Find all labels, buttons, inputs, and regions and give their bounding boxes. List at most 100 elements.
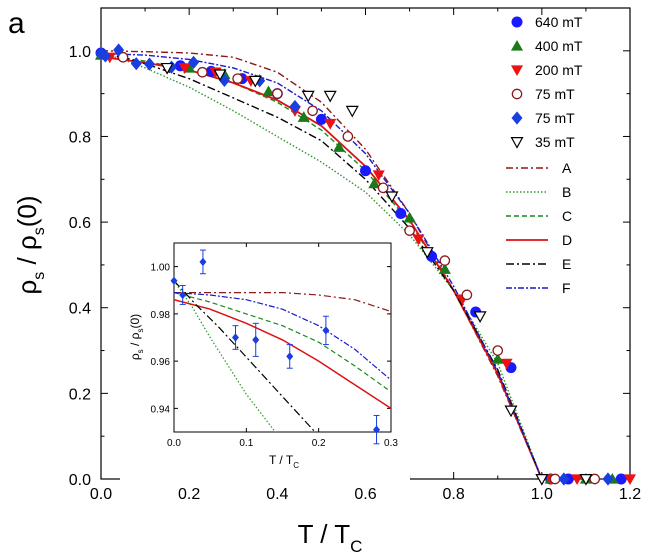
inset-y-axis-label: ρs / ρs(0) [128, 314, 145, 360]
legend-label-model-d: D [562, 232, 572, 248]
main-point-400-mt-triangle-up [438, 263, 451, 274]
x-axis-label: T / TC [298, 519, 363, 556]
inset-point-75-mt-diamond [286, 352, 294, 361]
main-point-35-mt-open-triangle-down [385, 191, 399, 204]
legend-label-400-mt: 400 mT [535, 38, 583, 54]
main-point-75-mt-diamond [143, 57, 155, 71]
main-point-35-mt-open-triangle-down [420, 247, 434, 259]
main-point-75-mt-diamond [188, 55, 200, 69]
main-x-tick-label: 0.6 [354, 486, 376, 503]
y-axis-label-rho: ρ [12, 280, 42, 295]
main-x-tick-label: 0.8 [443, 486, 465, 503]
inset-y-axis-label-end: (0) [128, 314, 142, 329]
inset-y-tick-label: 0.96 [151, 357, 171, 368]
main-point-200-mt-triangle-down [372, 170, 385, 182]
main-y-tick-label: 0.2 [69, 386, 91, 403]
main-point-35-mt-open-triangle-down [248, 75, 262, 88]
main-point-640-mt-circle [360, 165, 371, 177]
main-model-curve-e [100, 52, 543, 480]
inset-x-tick-label: 0.0 [167, 438, 181, 449]
inset-model-curve-f [174, 292, 391, 381]
main-point-35-mt-open-triangle-down [323, 90, 337, 103]
inset-plot-frame [173, 242, 392, 433]
main-y-tick-label: 0.6 [69, 215, 91, 232]
main-point-75-mt-open-circle [439, 255, 451, 266]
legend-label-model-c: C [562, 208, 572, 224]
legend-marker-75-mt-open-circle [511, 88, 523, 100]
inset-axis-ticks: 0.0 0.1 0.2 0.3 0.94 0.96 0.98 1.00 [151, 243, 398, 449]
main-point-75-mt-open-circle [492, 345, 504, 356]
main-point-400-mt-triangle-up [368, 177, 381, 189]
main-point-35-mt-open-triangle-down [579, 474, 593, 486]
inset-x-axis-label-main: T / T [269, 453, 294, 467]
main-point-75-mt-diamond [95, 46, 107, 60]
legend-marker-35-mt-open-triangle-down [510, 137, 524, 149]
main-point-75-mt-diamond [113, 43, 125, 57]
main-model-curve-f [100, 52, 543, 480]
main-point-200-mt-triangle-down [324, 118, 337, 130]
main-point-640-mt-circle [615, 473, 627, 485]
inset-point-75-mt-diamond [199, 257, 207, 267]
main-point-75-mt-open-circle [307, 105, 318, 117]
y-axis-label-mid: / ρ [12, 235, 42, 271]
inset-y-tick-label: 0.98 [151, 310, 171, 321]
legend-marker-200-mt-triangle-down [510, 65, 524, 77]
main-point-35-mt-open-triangle-down [535, 474, 549, 486]
main-point-640-mt-circle [395, 208, 407, 220]
main-x-tick-label: 0.2 [178, 486, 200, 503]
main-point-200-mt-triangle-down [178, 63, 191, 74]
inset-point-75-mt-diamond [252, 335, 260, 345]
inset-y-axis-label-sub2: s [136, 329, 145, 333]
main-y-tick-label: 1.0 [69, 44, 91, 61]
inset-x-tick-label: 0.2 [312, 438, 326, 449]
main-point-35-mt-open-triangle-down [160, 62, 174, 75]
main-x-tick-label: 1.0 [531, 486, 553, 503]
inset-model-curve-b [174, 280, 277, 432]
main-y-tick-label: 0.0 [69, 472, 91, 489]
legend-marker-400-mt-triangle-up [510, 39, 524, 51]
legend-label-model-b: B [562, 184, 571, 200]
inset-model-curve-c [174, 292, 391, 393]
legend-label-640-mt: 640 mT [535, 14, 583, 30]
legend-label-model-f: F [562, 280, 571, 296]
main-point-75-mt-open-circle [589, 473, 601, 485]
inset-x-axis-label-sub: C [293, 461, 299, 470]
main-point-75-mt-diamond [99, 49, 111, 63]
main-point-35-mt-open-triangle-down [213, 69, 227, 82]
main-point-75-mt-diamond [558, 472, 570, 486]
inset-x-axis-label: T / TC [269, 453, 299, 470]
main-point-75-mt-open-circle [404, 225, 415, 236]
legend-label-75-mt: 75 mT [535, 86, 575, 102]
main-point-400-mt-triangle-up [297, 111, 310, 122]
main-data-points [94, 43, 637, 486]
inset-point-75-mt-diamond [373, 425, 381, 434]
inset-model-curves [174, 280, 391, 432]
main-point-400-mt-triangle-up [491, 353, 504, 364]
legend-marker-75-mt-diamond [511, 111, 523, 125]
y-axis-label-sub2: s [31, 227, 48, 235]
legend-label-model-a: A [562, 160, 572, 176]
main-point-35-mt-open-triangle-down [473, 311, 487, 324]
legend-label-35-mt: 35 mT [535, 134, 575, 150]
inset-y-tick-label: 0.94 [151, 404, 171, 415]
inset-y-axis-label-mid: / ρ [128, 332, 142, 349]
main-x-tick-label: 1.2 [619, 486, 641, 503]
main-point-75-mt-diamond [130, 57, 142, 71]
inset-y-axis-label-rho: ρ [128, 353, 142, 360]
inset-point-75-mt-diamond [322, 326, 330, 335]
main-point-35-mt-open-triangle-down [345, 105, 359, 118]
y-axis-label-sub1: s [31, 272, 48, 280]
inset-model-curve-a [174, 292, 391, 313]
inset-y-axis-label-sub1: s [136, 349, 145, 353]
main-point-75-mt-open-circle [232, 73, 243, 84]
legend-label-200-mt: 200 mT [535, 62, 583, 78]
main-point-35-mt-open-triangle-down [301, 90, 315, 103]
main-point-400-mt-triangle-up [403, 211, 416, 223]
inset-point-75-mt-diamond [170, 276, 178, 285]
main-point-400-mt-triangle-up [333, 141, 346, 152]
legend-label-model-e: E [562, 256, 571, 272]
legend-label-75-mt: 75 mT [535, 110, 575, 126]
main-point-75-mt-open-circle [377, 182, 389, 194]
